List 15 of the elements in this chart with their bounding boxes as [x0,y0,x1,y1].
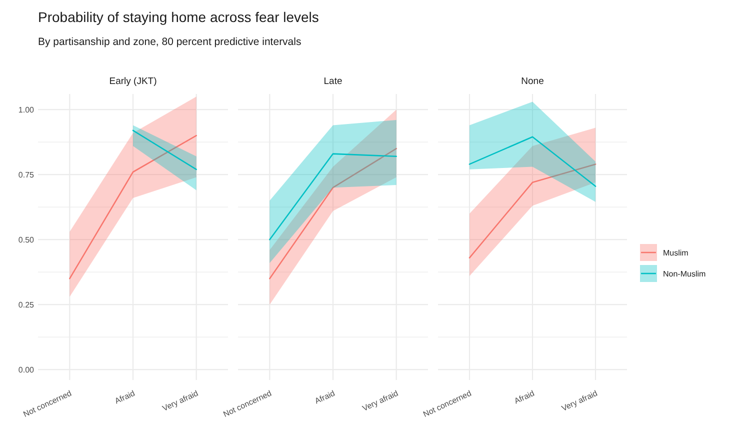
text: None [521,76,544,87]
y-tick-label: 0.75 [18,170,35,180]
y-tick-label: 0.50 [18,235,35,244]
chart-subtitle: By partisanship and zone, 80 percent predictive intervals [38,36,302,48]
x-tick-label: Very afraid [161,388,200,414]
x-tick-label: Very afraid [560,388,599,414]
y-tick-label: 0.00 [18,365,35,374]
chart-title: Probability of staying home across fear levels [38,9,319,25]
legend-label: Muslim [663,248,689,258]
y-tick-label: 0.25 [18,300,35,310]
text: Early (JKT) [109,76,157,87]
legend-label: Non-Muslim [663,269,706,278]
y-tick-label: 1.00 [18,105,35,114]
x-tick-label: Very afraid [361,388,400,414]
text: Late [324,76,342,87]
